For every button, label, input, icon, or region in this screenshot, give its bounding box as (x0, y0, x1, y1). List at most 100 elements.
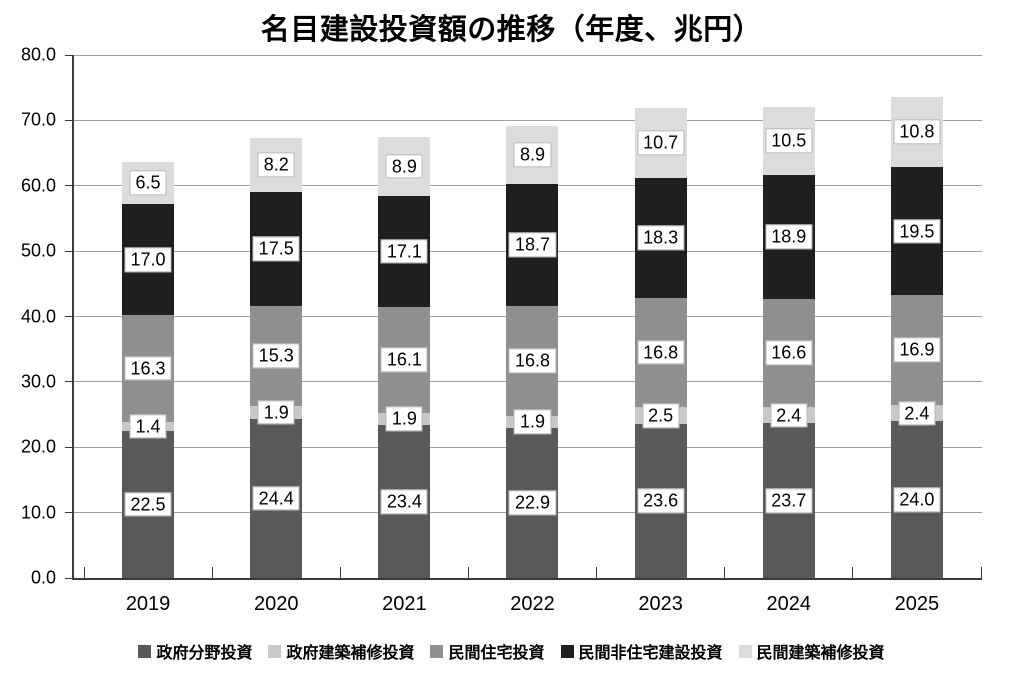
category-slot: 22.9 1.9 16.8 18.7 8.9 2022 (468, 55, 596, 615)
legend-swatch-icon (268, 644, 282, 658)
x-tick-mark (724, 567, 726, 578)
category-slot: 23.4 1.9 16.1 17.1 8.9 2021 (340, 55, 468, 615)
y-tick-mark (65, 446, 72, 448)
y-tick-label: 20.0 (20, 436, 56, 457)
legend-label: 民間非住宅建設投資 (578, 645, 723, 662)
x-tick-mark (83, 567, 85, 578)
value-label: 17.1 (380, 239, 428, 264)
value-label: 22.9 (508, 490, 557, 516)
x-category-label: 2025 (894, 593, 940, 615)
value-label: 16.3 (124, 356, 172, 381)
category-slot: 24.0 2.4 16.9 19.5 10.8 2025 (853, 55, 981, 615)
category-slot: 24.4 1.9 15.3 17.5 8.2 2020 (212, 55, 340, 615)
value-label: 16.8 (508, 348, 557, 374)
gridline (74, 119, 982, 121)
legend-swatch-icon (738, 644, 752, 658)
value-label: 23.4 (380, 489, 428, 514)
x-category-label: 2020 (253, 593, 299, 615)
y-tick-label: 80.0 (20, 44, 56, 65)
x-tick-mark (339, 567, 341, 578)
value-label: 1.4 (129, 414, 167, 439)
x-tick-mark (596, 567, 598, 578)
legend-item: 民間住宅投資 (430, 639, 545, 663)
value-label: 1.9 (385, 406, 423, 432)
stacked-bar: 23.4 1.9 16.1 17.1 8.9 (378, 55, 431, 578)
y-tick-mark (65, 381, 72, 383)
value-label: 6.5 (129, 170, 167, 196)
value-label: 16.8 (637, 340, 685, 365)
y-tick-mark (65, 250, 72, 252)
stacked-bar: 24.0 2.4 16.9 19.5 10.8 (890, 55, 943, 578)
value-label: 8.9 (385, 154, 423, 179)
y-tick-mark (65, 316, 72, 317)
value-label: 10.5 (765, 128, 813, 154)
value-label: 10.8 (893, 119, 941, 145)
x-tick-mark (852, 567, 854, 578)
y-tick-label: 60.0 (20, 175, 56, 196)
y-axis-labels: 0.0 10.0 20.0 30.0 40.0 50.0 60.0 70.0 80.0 (0, 45, 64, 588)
legend-label: 政府建築補修投資 (286, 645, 415, 662)
y-tick-label: 40.0 (20, 306, 56, 326)
y-tick-label: 50.0 (20, 240, 56, 261)
y-tick-mark (65, 54, 72, 56)
value-label: 2.4 (898, 400, 936, 426)
x-tick-mark (980, 567, 982, 578)
y-tick-mark (65, 119, 72, 121)
value-label: 18.7 (508, 232, 557, 258)
y-tick-label: 0.0 (30, 567, 56, 588)
legend-item: 民間建築補修投資 (738, 639, 885, 663)
value-label: 15.3 (252, 343, 300, 369)
legend: 政府分野投資 政府建築補修投資 民間住宅投資 民間非住宅建設投資 民間建築補修投資 (0, 639, 1023, 663)
value-label: 8.2 (257, 152, 295, 178)
stacked-bar: 24.4 1.9 15.3 17.5 8.2 (250, 55, 303, 578)
x-category-label: 2019 (125, 593, 171, 615)
gridline (74, 54, 982, 56)
value-label: 19.5 (893, 218, 941, 244)
category-slot: 22.5 1.4 16.3 17.0 6.5 2019 (84, 55, 212, 615)
x-tick-mark (211, 567, 213, 578)
bars-region: 22.5 1.4 16.3 17.0 6.5 2019 24.4 1.9 15.3 17.5 8.2… (84, 55, 981, 615)
legend-label: 政府分野投資 (156, 645, 253, 662)
y-tick-mark (65, 577, 72, 579)
value-label: 17.5 (252, 236, 300, 262)
legend-item: 民間非住宅建設投資 (560, 639, 723, 663)
stacked-bar: 23.6 2.5 16.8 18.3 10.7 (634, 55, 687, 578)
value-label: 16.9 (893, 337, 941, 363)
legend-item: 政府分野投資 (138, 639, 252, 663)
y-tick-label: 70.0 (20, 109, 56, 130)
y-tick-label: 30.0 (20, 371, 56, 392)
value-label: 18.9 (765, 224, 813, 250)
value-label: 24.0 (893, 487, 941, 512)
value-label: 24.4 (252, 485, 300, 511)
value-label: 16.1 (380, 347, 428, 373)
category-slot: 23.7 2.4 16.6 18.9 10.5 2024 (725, 55, 853, 615)
value-label: 22.5 (124, 492, 172, 517)
legend-label: 民間住宅投資 (448, 645, 545, 662)
value-label: 23.7 (765, 488, 813, 513)
value-label: 17.0 (124, 247, 172, 272)
legend-item: 政府建築補修投資 (268, 639, 414, 663)
legend-label: 民間建築補修投資 (756, 645, 885, 662)
legend-swatch-icon (560, 644, 574, 658)
value-label: 10.7 (637, 130, 685, 156)
value-label: 1.9 (257, 399, 295, 425)
x-category-label: 2021 (382, 593, 427, 615)
chart-title: 名目建設投資額の推移（年度、兆円） (260, 14, 763, 46)
legend-swatch-icon (430, 644, 444, 658)
value-label: 23.6 (637, 488, 685, 514)
x-category-label: 2022 (510, 593, 555, 615)
legend-swatch-icon (138, 644, 152, 658)
y-tick-mark (65, 512, 72, 514)
plot-area: 22.5 1.4 16.3 17.0 6.5 2019 24.4 1.9 15.3 17.5 8.2… (65, 54, 982, 615)
category-slot: 23.6 2.5 16.8 18.3 10.7 2023 (597, 55, 725, 615)
stacked-bar: 23.7 2.4 16.6 18.9 10.5 (762, 55, 815, 578)
y-tick-label: 10.0 (20, 502, 56, 523)
value-label: 1.9 (513, 409, 551, 435)
stacked-bar: 22.9 1.9 16.8 18.7 8.9 (506, 55, 559, 578)
stacked-bar: 22.5 1.4 16.3 17.0 6.5 (122, 55, 175, 578)
value-label: 18.3 (637, 225, 685, 251)
x-category-label: 2023 (638, 593, 683, 615)
value-label: 16.6 (765, 340, 813, 366)
x-tick-mark (467, 567, 469, 578)
